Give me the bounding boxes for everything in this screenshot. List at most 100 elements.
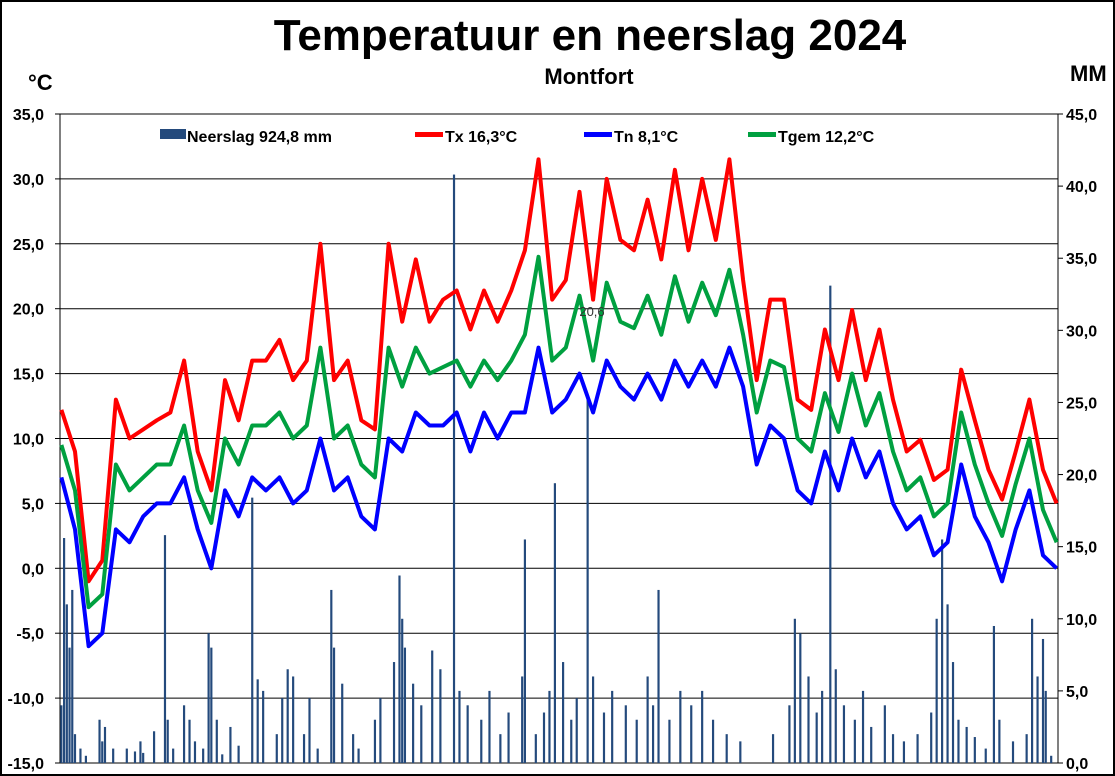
- series-line-tx: [59, 157, 1059, 584]
- precipitation-bar: [651, 705, 655, 763]
- precipitation-bar: [275, 734, 278, 763]
- precipitation-bar: [207, 633, 210, 763]
- precipitation-bar: [163, 535, 167, 763]
- precipitation-bar: [788, 705, 791, 763]
- precipitation-bar: [624, 705, 627, 763]
- precipitation-bar: [957, 719, 960, 763]
- precipitation-bar: [431, 650, 434, 763]
- y-tick-label-left: 20,0: [13, 302, 44, 319]
- y-tick-label-right: 40,0: [1066, 179, 1097, 196]
- precipitation-bar: [488, 690, 491, 763]
- legend-tgem: Tgem 12,2°C: [778, 129, 875, 146]
- precipitation-bar: [690, 705, 693, 763]
- precipitation-bar: [71, 589, 74, 763]
- y-tick-label-left: 15,0: [13, 367, 44, 384]
- precipitation-bar: [984, 748, 987, 763]
- precipitation-bar: [965, 726, 968, 763]
- precipitation-bar: [1011, 741, 1015, 763]
- series-line-tgem: [59, 254, 1059, 610]
- legend-swatch-tgem: [748, 132, 776, 137]
- precipitation-bar: [412, 683, 415, 763]
- precipitation-bar: [103, 726, 107, 763]
- precipitation-bar: [286, 669, 289, 763]
- precipitation-bar: [332, 647, 336, 763]
- precipitation-bar: [398, 575, 401, 763]
- precipitation-bar: [316, 748, 319, 763]
- precipitation-bar: [534, 734, 537, 763]
- precipitation-bar: [635, 719, 638, 763]
- precipitation-bar: [930, 712, 933, 763]
- precipitation-bar: [142, 752, 145, 763]
- precipitation-bar: [166, 719, 169, 763]
- y-tick-label-right: 20,0: [1066, 468, 1097, 485]
- precipitation-bar: [98, 719, 101, 763]
- legend: Neerslag 924,8 mm Tx 16,3°C Tn 8,1°C Tge…: [160, 129, 875, 146]
- y-tick-label-right: 30,0: [1066, 323, 1097, 340]
- precipitation-bar: [973, 737, 976, 763]
- legend-tx: Tx 16,3°C: [445, 129, 518, 146]
- y-tick-label-left: 30,0: [13, 172, 44, 189]
- y-tick-label-right: 45,0: [1066, 107, 1097, 124]
- precipitation-bar: [210, 647, 213, 763]
- precipitation-bar: [602, 712, 606, 763]
- precipitation-bar: [916, 734, 919, 763]
- precipitation-bar: [679, 690, 682, 763]
- precipitation-bar: [221, 754, 224, 763]
- y-tick-label-right: 25,0: [1066, 395, 1097, 412]
- precipitation-bar: [548, 690, 551, 763]
- precipitation-bar: [591, 676, 595, 763]
- precipitation-bar: [657, 589, 660, 763]
- precipitation-bar: [951, 662, 955, 763]
- precipitation-bar: [1036, 676, 1039, 763]
- precipitation-bar: [902, 741, 906, 763]
- y-tick-label-right: 35,0: [1066, 251, 1097, 268]
- precipitation-bar: [499, 734, 502, 763]
- y-tick-label-left: 10,0: [13, 432, 44, 449]
- precipitation-bar: [829, 285, 832, 763]
- precipitation-bar: [1044, 690, 1047, 763]
- precipitation-bar: [256, 679, 259, 763]
- precipitation-bar: [553, 483, 557, 763]
- precipitation-bar: [561, 662, 565, 763]
- precipitation-bar: [668, 719, 671, 763]
- precipitation-bar: [308, 698, 311, 763]
- precipitation-bar: [992, 625, 996, 763]
- y-tick-label-right: 0,0: [1066, 756, 1088, 773]
- legend-swatch-tn: [584, 132, 612, 137]
- precipitation-bar: [403, 647, 407, 763]
- precipitation-bar: [125, 748, 128, 763]
- precipitation-bar: [65, 604, 68, 763]
- precipitation-bar: [62, 538, 66, 763]
- precipitation-bar: [853, 719, 856, 763]
- precipitation-bar: [229, 726, 232, 763]
- y-tick-label-left: 25,0: [13, 237, 44, 254]
- precipitation-bar: [357, 748, 360, 763]
- precipitation-bar: [215, 719, 218, 763]
- series-line-tn: [59, 345, 1058, 649]
- precipitation-bar: [202, 748, 205, 763]
- precipitation-bar: [79, 748, 82, 763]
- precipitation-bar: [542, 712, 546, 763]
- precipitation-bar: [711, 719, 715, 763]
- precipitation-bar: [139, 741, 142, 763]
- precipitation-bar: [575, 698, 578, 763]
- y-tick-label-left: 0,0: [22, 561, 44, 578]
- precipitation-bar: [834, 669, 837, 763]
- precipitation-bar: [935, 618, 938, 763]
- y-tick-label-left: 5,0: [22, 496, 44, 513]
- chart-subtitle: Montfort: [544, 64, 634, 89]
- precipitation-bar: [815, 712, 818, 763]
- precipitation-bar: [771, 734, 775, 763]
- precipitation-bar: [401, 618, 404, 763]
- precipitation-bar: [521, 676, 524, 763]
- y-axis-left-label: °C: [28, 70, 53, 95]
- legend-swatch-precipitation: [160, 129, 186, 139]
- precipitation-bar: [352, 734, 355, 763]
- precipitation-bar: [262, 690, 265, 763]
- precipitation-bar: [251, 497, 254, 763]
- y-tick-label-left: -15,0: [8, 756, 45, 773]
- precipitation-bar: [507, 712, 510, 763]
- y-tick-label-left: -5,0: [16, 626, 44, 643]
